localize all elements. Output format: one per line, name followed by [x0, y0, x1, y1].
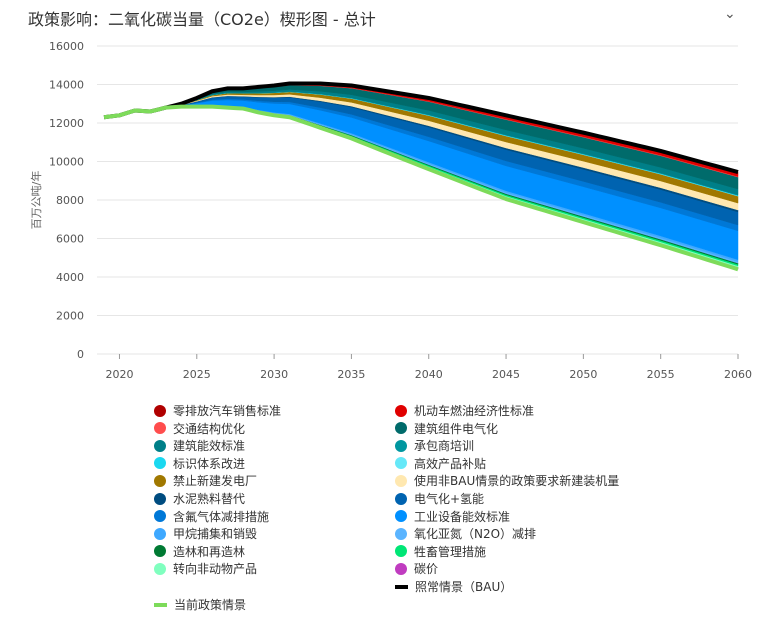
legend-item[interactable]: 电气化+氢能 — [395, 490, 484, 507]
y-tick-label: 16000 — [49, 40, 84, 53]
legend-item[interactable]: 零排放汽车销售标准 — [154, 402, 281, 419]
x-tick-label: 2030 — [260, 368, 288, 381]
legend-item[interactable]: 甲烷捕集和销毁 — [154, 525, 257, 542]
legend-line-swatch — [154, 602, 167, 607]
legend-dot-swatch — [154, 439, 166, 452]
legend-label: 工业设备能效标准 — [414, 509, 511, 524]
y-tick-label: 8000 — [56, 194, 84, 207]
legend-label: 牲畜管理措施 — [414, 544, 487, 559]
legend-label: 零排放汽车销售标准 — [173, 404, 282, 418]
legend-dot-swatch — [395, 404, 407, 417]
legend-label: 水泥熟料替代 — [173, 492, 246, 506]
legend-label: 含氟气体减排措施 — [173, 509, 270, 524]
legend-item[interactable]: 转向非动物产品 — [154, 560, 257, 577]
legend-dot-swatch — [154, 422, 166, 435]
legend-dot-swatch — [395, 492, 407, 505]
legend-dot-swatch — [395, 457, 407, 470]
legend-label: 照常情景（BAU） — [415, 580, 513, 594]
legend-dot-swatch — [154, 404, 166, 417]
y-tick-label: 4000 — [56, 271, 84, 284]
legend-label: 使用非BAU情景的政策要求新建装机量 — [414, 474, 620, 489]
legend-item[interactable]: 照常情景（BAU） — [395, 578, 512, 595]
legend-dot-swatch — [395, 545, 407, 558]
legend-dot-swatch — [154, 492, 166, 505]
x-tick-label: 2060 — [724, 368, 752, 381]
legend-label: 建筑能效标准 — [173, 439, 246, 454]
x-tick-label: 2045 — [492, 368, 520, 381]
legend-dot-swatch — [154, 545, 166, 558]
legend-dot-swatch — [395, 527, 407, 540]
legend-label: 当前政策情景 — [174, 598, 247, 612]
legend-item[interactable]: 牲畜管理措施 — [395, 543, 486, 560]
legend-item[interactable]: 承包商培训 — [395, 437, 474, 454]
legend-dot-swatch — [154, 510, 166, 523]
legend-item[interactable]: 含氟气体减排措施 — [154, 508, 269, 525]
y-tick-label: 6000 — [56, 233, 84, 246]
legend-item[interactable]: 氧化亚氮（N2O）减排 — [395, 525, 536, 542]
legend-label: 造林和再造林 — [173, 544, 246, 559]
bau-line — [103, 81, 739, 175]
legend-item[interactable]: 标识体系改进 — [154, 455, 245, 472]
x-tick-label: 2035 — [337, 368, 365, 381]
legend-dot-swatch — [395, 474, 407, 487]
legend-item[interactable]: 建筑组件电气化 — [395, 420, 498, 437]
legend-item[interactable]: 造林和再造林 — [154, 543, 245, 560]
chevron-down-icon[interactable]: ⌄ — [724, 6, 736, 22]
y-axis-label: 百万公吨/年 — [29, 171, 43, 230]
legend-label: 氧化亚氮（N2O）减排 — [414, 527, 537, 542]
legend-item[interactable]: 禁止新建发电厂 — [154, 472, 257, 489]
legend-dot-swatch — [395, 510, 407, 523]
y-tick-label: 12000 — [49, 117, 84, 130]
x-tick-label: 2025 — [183, 368, 211, 381]
wedge-chart: 0 2000 4000 6000 8000 10000 12000 14000 16000 202… — [29, 40, 752, 381]
legend-label: 机动车燃油经济性标准 — [414, 404, 535, 418]
legend-label: 承包商培训 — [414, 439, 475, 454]
legend-label: 交通结构优化 — [173, 421, 246, 436]
x-tick-label: 2055 — [647, 368, 675, 381]
legend-dot-swatch — [154, 562, 166, 575]
y-tick-label: 14000 — [49, 79, 84, 92]
legend-item[interactable]: 碳价 — [395, 560, 438, 577]
legend-item[interactable]: 工业设备能效标准 — [395, 508, 510, 525]
legend-item[interactable]: 使用非BAU情景的政策要求新建装机量 — [395, 472, 619, 489]
legend-item[interactable]: 当前政策情景 — [154, 596, 246, 613]
legend-dot-swatch — [154, 474, 166, 487]
legend-label: 碳价 — [414, 562, 439, 577]
x-tick-label: 2020 — [105, 368, 133, 381]
legend-dot-swatch — [395, 562, 407, 575]
y-tick-label: 10000 — [49, 156, 84, 169]
x-tick-label: 2050 — [569, 368, 597, 381]
legend-label: 标识体系改进 — [173, 456, 246, 471]
legend-label: 甲烷捕集和销毁 — [173, 527, 258, 542]
current-policy-line — [103, 104, 739, 272]
legend-dot-swatch — [154, 527, 166, 540]
legend-label: 高效产品补贴 — [414, 456, 487, 471]
legend-line-swatch — [395, 584, 408, 589]
legend-label: 建筑组件电气化 — [414, 421, 499, 436]
legend-item[interactable]: 机动车燃油经济性标准 — [395, 402, 534, 419]
legend-item[interactable]: 高效产品补贴 — [395, 455, 486, 472]
legend-label: 电气化+氢能 — [414, 492, 485, 506]
legend-dot-swatch — [395, 422, 407, 435]
legend-dot-swatch — [395, 439, 407, 452]
chart-title: 政策影响：二氧化碳当量（CO2e）楔形图 - 总计 — [28, 10, 376, 29]
y-tick-label: 0 — [77, 348, 84, 361]
legend-dot-swatch — [154, 457, 166, 470]
legend-label: 转向非动物产品 — [173, 562, 258, 577]
legend-item[interactable]: 交通结构优化 — [154, 420, 245, 437]
y-tick-label: 2000 — [56, 310, 84, 323]
legend-label: 禁止新建发电厂 — [173, 474, 258, 489]
x-tick-label: 2040 — [415, 368, 443, 381]
legend-item[interactable]: 建筑能效标准 — [154, 437, 245, 454]
legend-item[interactable]: 水泥熟料替代 — [154, 490, 245, 507]
